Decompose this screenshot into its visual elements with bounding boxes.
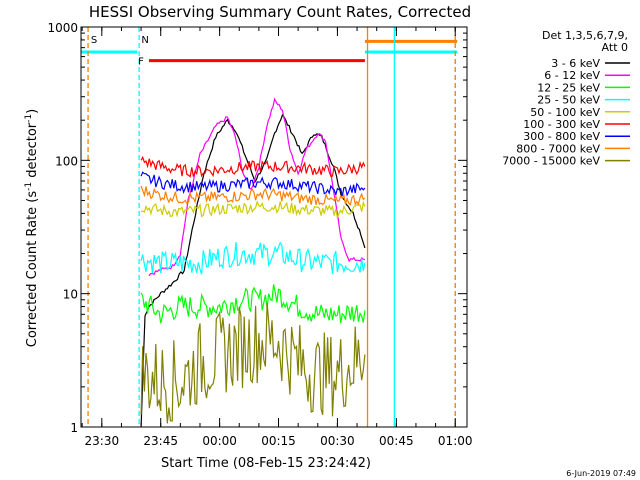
marker-label-f: F xyxy=(138,57,144,68)
y-tick-label: 100 xyxy=(55,154,78,168)
axes: 1 10 100 1000 23:30 23:45 00:00 00:15 00:30 00:45… xyxy=(47,21,472,448)
x-tick-label: 00:15 xyxy=(261,434,296,448)
series-line-4 xyxy=(140,200,366,220)
legend-label-2: 12 - 25 keV xyxy=(537,81,600,94)
legend-title-line1: Det 1,3,5,6,7,9, xyxy=(542,29,628,42)
legend-title-line2: Att 0 xyxy=(602,41,628,54)
legend-label-8: 7000 - 15000 keV xyxy=(502,155,600,168)
x-tick-label: 01:00 xyxy=(438,434,473,448)
series-line-2 xyxy=(140,284,366,324)
y-tick-label: 1 xyxy=(70,421,78,435)
x-tick-label: 23:45 xyxy=(143,434,178,448)
plot-frame xyxy=(80,26,468,428)
annotations: S NF xyxy=(87,27,456,427)
marker-label-n: N xyxy=(141,35,148,46)
x-tick-label: 00:30 xyxy=(320,434,355,448)
legend-label-1: 6 - 12 keV xyxy=(544,69,600,82)
x-tick-label: 00:00 xyxy=(202,434,237,448)
y-tick-label: 1000 xyxy=(47,21,78,35)
series-line-5 xyxy=(140,155,366,178)
marker-label-s: S xyxy=(91,35,97,46)
legend-label-7: 800 - 7000 keV xyxy=(516,142,600,155)
legend-label-4: 50 - 100 keV xyxy=(530,106,600,119)
legend-label-6: 300 - 800 keV xyxy=(523,130,600,143)
footer-date: 6-Jun-2019 07:49 xyxy=(566,469,636,478)
legend-label-5: 100 - 300 keV xyxy=(523,118,600,131)
x-axis-label: Start Time (08-Feb-15 23:24:42) xyxy=(161,456,371,471)
x-tick-label: 00:45 xyxy=(379,434,414,448)
series-line-7 xyxy=(140,185,366,206)
data-series xyxy=(140,97,366,428)
x-tick-label: 23:30 xyxy=(85,434,120,448)
status-bars xyxy=(81,37,458,63)
y-tick-label: 10 xyxy=(63,288,78,302)
legend-label-0: 3 - 6 keV xyxy=(551,57,600,70)
series-line-8 xyxy=(140,302,366,424)
chart-title: HESSI Observing Summary Count Rates, Cor… xyxy=(89,3,471,21)
legend-label-3: 25 - 50 keV xyxy=(537,94,600,107)
series-line-6 xyxy=(140,171,366,197)
y-axis-label: Corrected Count Rate (s-1 detector-1) xyxy=(24,109,40,347)
series-line-3 xyxy=(140,241,366,275)
series-line-1 xyxy=(148,97,366,277)
